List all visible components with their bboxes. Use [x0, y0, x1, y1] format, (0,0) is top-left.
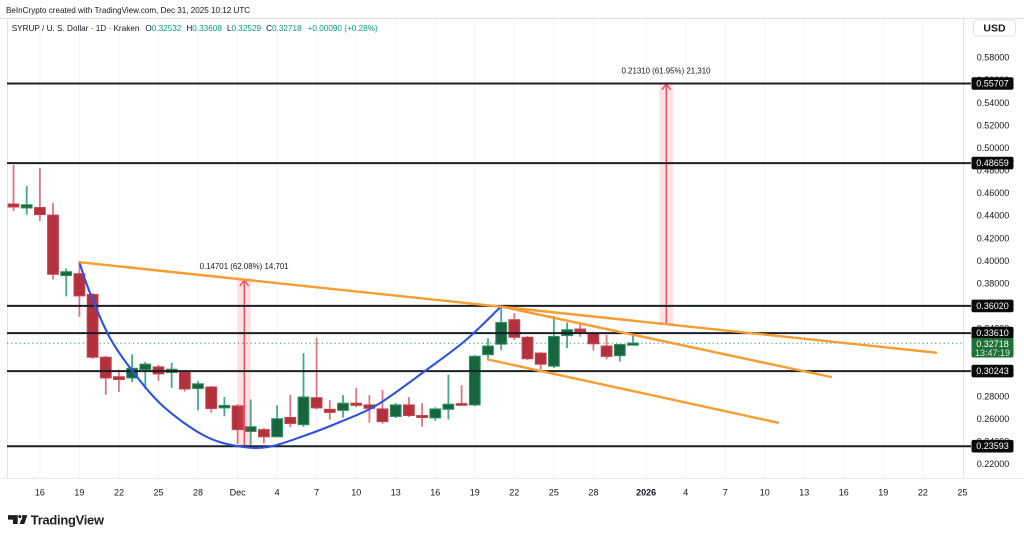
svg-text:22: 22	[918, 488, 928, 498]
svg-text:0.42000: 0.42000	[977, 233, 1010, 243]
svg-text:0.48000: 0.48000	[977, 166, 1010, 176]
svg-text:0.55707: 0.55707	[976, 79, 1009, 89]
svg-text:0.52000: 0.52000	[977, 120, 1010, 130]
svg-text:19: 19	[74, 488, 84, 498]
svg-text:BeInCrypto created with Tradin: BeInCrypto created with TradingView.com,…	[6, 6, 250, 15]
svg-text:10: 10	[760, 488, 770, 498]
svg-text:28: 28	[588, 488, 598, 498]
svg-text:28: 28	[193, 488, 203, 498]
svg-text:0.40000: 0.40000	[977, 256, 1010, 266]
svg-text:0.23593: 0.23593	[976, 441, 1009, 451]
svg-text:0.21310 (61.95%) 21,310: 0.21310 (61.95%) 21,310	[621, 66, 711, 75]
svg-text:0.50000: 0.50000	[977, 143, 1010, 153]
svg-text:13: 13	[391, 488, 401, 498]
svg-text:0.44000: 0.44000	[977, 211, 1010, 221]
svg-text:7: 7	[314, 488, 319, 498]
svg-text:0.14701 (62.08%) 14,701: 0.14701 (62.08%) 14,701	[200, 262, 289, 271]
svg-text:USD: USD	[983, 23, 1006, 35]
svg-text:0.32718: 0.32718	[976, 339, 1009, 349]
svg-text:7: 7	[723, 488, 728, 498]
svg-text:0.33610: 0.33610	[976, 328, 1009, 338]
svg-text:25: 25	[957, 488, 967, 498]
svg-text:22: 22	[114, 488, 124, 498]
svg-text:0.30243: 0.30243	[976, 366, 1009, 376]
svg-text:0.22000: 0.22000	[977, 459, 1010, 469]
svg-text:10: 10	[351, 488, 361, 498]
svg-text:0.26000: 0.26000	[977, 414, 1010, 424]
svg-text:4: 4	[683, 488, 688, 498]
svg-text:2026: 2026	[636, 488, 656, 498]
svg-text:0.54000: 0.54000	[977, 98, 1010, 108]
svg-text:SYRUP / U. S. Dollar · 1D · Kr: SYRUP / U. S. Dollar · 1D · Kraken O0.325…	[12, 24, 378, 33]
svg-text:0.46000: 0.46000	[977, 188, 1010, 198]
svg-text:13: 13	[799, 488, 809, 498]
svg-text:0.58000: 0.58000	[977, 53, 1010, 63]
svg-text:13:47:19: 13:47:19	[975, 348, 1010, 358]
svg-text:0.36020: 0.36020	[976, 301, 1009, 311]
svg-text:22: 22	[509, 488, 519, 498]
svg-text:TradingView: TradingView	[31, 512, 105, 527]
svg-text:16: 16	[430, 488, 440, 498]
svg-text:16: 16	[35, 488, 45, 498]
svg-text:25: 25	[549, 488, 559, 498]
svg-text:4: 4	[275, 488, 280, 498]
svg-text:Dec: Dec	[230, 488, 247, 498]
svg-text:19: 19	[470, 488, 480, 498]
svg-text:19: 19	[878, 488, 888, 498]
svg-text:16: 16	[839, 488, 849, 498]
svg-text:0.38000: 0.38000	[977, 279, 1010, 289]
svg-text:0.48659: 0.48659	[976, 158, 1009, 168]
svg-text:0.28000: 0.28000	[977, 392, 1010, 402]
svg-text:25: 25	[153, 488, 163, 498]
